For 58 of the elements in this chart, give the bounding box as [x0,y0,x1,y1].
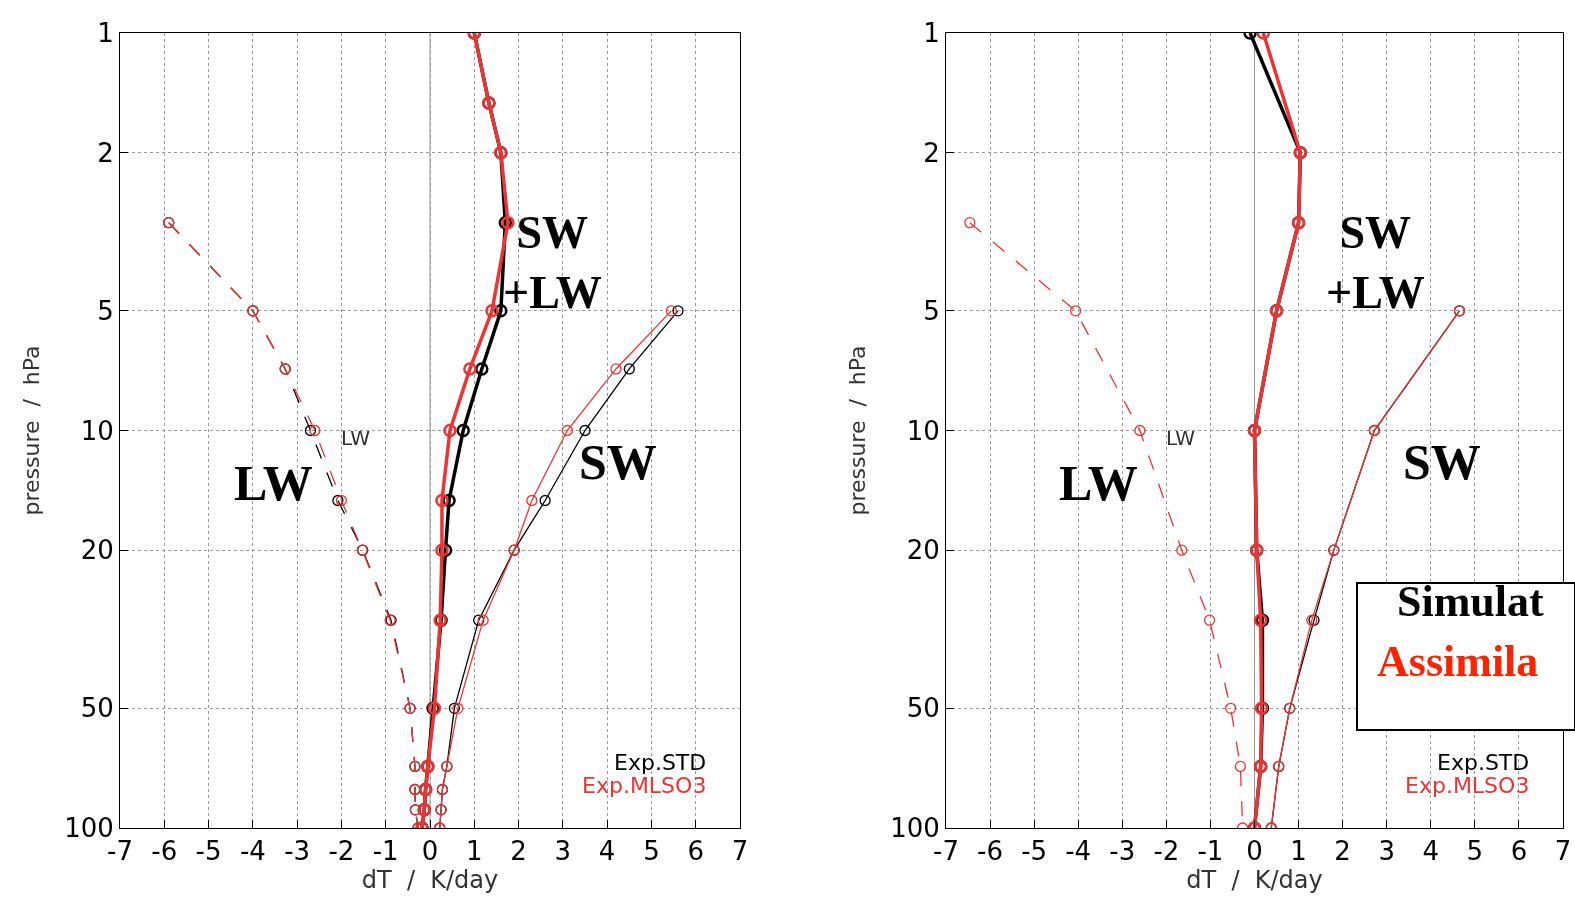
x-tick-label: -5 [1021,836,1048,867]
annotation: SW [579,434,657,490]
text: Exp.MLSO3 [1405,773,1530,798]
y-tick-label: 1 [97,18,114,49]
x-tick-label: -1 [372,836,399,867]
x-tick-label: 4 [1422,836,1440,867]
annotation: SW +LW [1326,207,1425,318]
y-tick-label: 20 [80,535,114,566]
x-tick-label: 5 [1466,836,1484,867]
annotation: LW [234,455,313,511]
y-tick-label: 5 [97,295,114,326]
x-tick-label: 7 [1554,836,1572,867]
y-tick-label: 50 [906,693,940,724]
x-tick-label: -4 [239,836,266,867]
x-tick-label: 6 [1510,836,1528,867]
text: Exp.STD [614,750,707,775]
x-tick-label: 7 [731,836,749,867]
x-tick-label: -4 [1065,836,1092,867]
annotation: Simulat [1397,577,1545,626]
x-tick-label: -1 [1197,836,1224,867]
x-axis-title: dT / K/day [361,866,499,895]
y-tick-label: 1 [923,18,940,49]
y-tick-label: 50 [80,693,114,724]
y-tick-label: 20 [906,535,940,566]
x-tick-label: -2 [1153,836,1180,867]
annotation: LW [1166,426,1196,450]
annotation: SW [1403,434,1481,490]
x-tick-label: 3 [1378,836,1395,867]
y-tick-label: 10 [80,415,114,446]
x-tick-label: -5 [195,836,222,867]
annotation: LW [1059,455,1138,511]
x-tick-label: 1 [1290,836,1307,867]
x-tick-label: -3 [1109,836,1136,867]
text: Exp.MLSO3 [582,773,707,798]
x-tick-label: 6 [687,836,704,867]
x-tick-label: -3 [284,836,311,867]
x-tick-label: 0 [1246,836,1263,867]
x-tick-label: 2 [510,836,527,867]
y-tick-label: 2 [97,137,114,168]
x-tick-label: 4 [598,836,616,867]
y-axis-title: pressure / hPa [18,345,44,516]
x-axis-title: dT / K/day [1186,866,1323,895]
annotation: LW [341,426,371,450]
y-tick-label: 10 [906,415,940,446]
y-tick-label: 5 [923,295,940,326]
x-tick-label: -6 [977,836,1004,867]
x-tick-label: 2 [1334,836,1351,867]
annotation: Assimila [1377,637,1539,686]
x-tick-label: 3 [554,836,572,867]
y-tick-label: 2 [923,137,940,168]
x-tick-label: 1 [466,836,483,867]
annotation: SW +LW [503,207,602,318]
x-tick-label: -2 [328,836,355,867]
x-tick-label: 5 [643,836,660,867]
x-tick-label: 0 [421,836,439,867]
text: Exp.STD [1437,750,1530,775]
y-axis-title: pressure / hPa [844,345,870,516]
x-tick-label: -6 [151,836,178,867]
